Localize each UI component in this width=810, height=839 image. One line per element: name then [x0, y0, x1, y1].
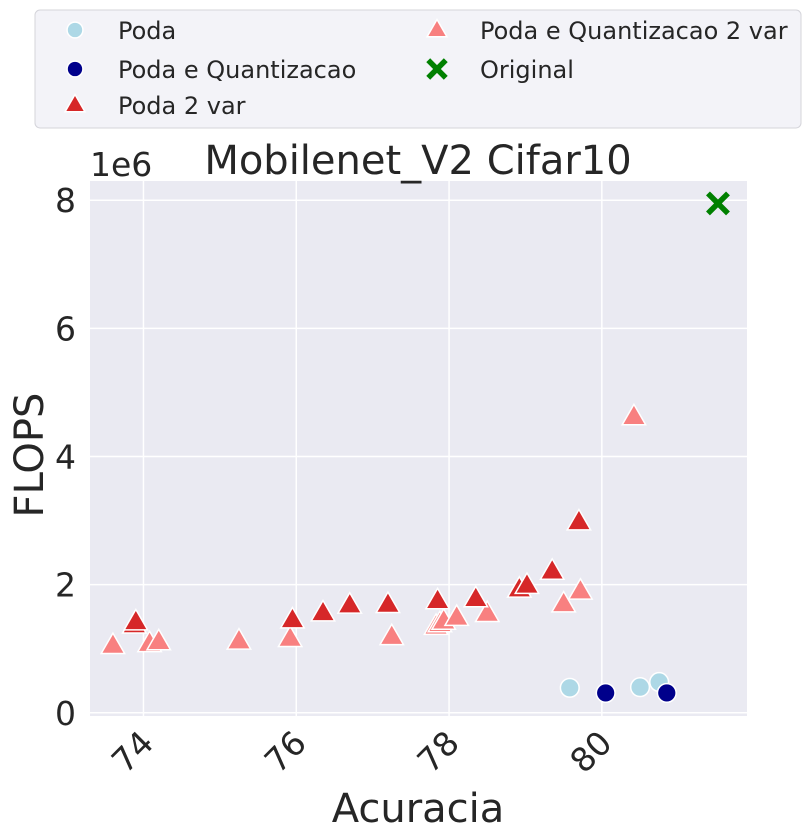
data-point [550, 590, 577, 613]
data-point [336, 591, 363, 614]
data-point [277, 624, 304, 648]
legend-label: Poda e Quantizacao 2 var [480, 17, 788, 45]
legend-items: Poda Poda e Quantizacao Poda 2 var Poda e Q… [63, 17, 788, 120]
legend-entry: Poda e Quantizacao 2 var [425, 17, 788, 45]
legend-marker [425, 18, 449, 38]
data-point [706, 191, 730, 216]
legend-label: Original [480, 56, 574, 84]
data-point [567, 577, 594, 600]
chart-title: Mobilenet_V2 Cifar10 [204, 138, 631, 184]
legend-label: Poda e Quantizacao [118, 56, 356, 84]
data-point [620, 402, 647, 426]
x-tick-label: 74 [104, 723, 161, 780]
legend-entry: Poda [66, 17, 176, 45]
data-point [656, 682, 677, 704]
x-tick-label: 76 [257, 723, 314, 780]
data-point [513, 571, 541, 595]
data-point [225, 627, 253, 650]
y-tick-label: 4 [55, 438, 76, 477]
legend-label: Poda 2 var [118, 92, 246, 120]
data-point [539, 557, 566, 580]
data-point [424, 586, 451, 610]
y-axis-label: FLOPS [7, 393, 53, 518]
x-tick-label: 78 [409, 723, 466, 780]
data-point [595, 682, 616, 704]
legend-marker [66, 60, 84, 78]
data-point [374, 590, 401, 614]
x-tick-labels: 74 76 78 80 [104, 723, 620, 780]
legend-marker [66, 21, 84, 39]
y-tick-label: 0 [55, 694, 76, 733]
grid-lines [90, 181, 747, 716]
data-point [559, 677, 580, 698]
y-tick-label: 8 [55, 181, 76, 220]
legend-marker [63, 93, 87, 113]
x-axis-label: Acuracia [332, 786, 505, 832]
y-tick-label: 6 [55, 309, 76, 348]
data-points [99, 191, 730, 704]
legend-box [34, 9, 802, 129]
legend-entry: Original [426, 56, 574, 84]
data-point [145, 627, 172, 651]
legend: Poda Poda e Quantizacao Poda 2 var Poda e Q… [34, 9, 802, 129]
data-point [462, 584, 489, 608]
plot-area [90, 181, 747, 716]
y-tick-label: 2 [55, 566, 76, 605]
data-point [378, 622, 405, 646]
data-point [443, 603, 470, 627]
data-point [122, 607, 149, 631]
legend-entry: Poda e Quantizacao [66, 56, 356, 84]
legend-label: Poda [118, 17, 176, 45]
y-tick-labels: 0 2 4 6 8 [55, 181, 76, 733]
x-tick-label: 80 [562, 723, 619, 780]
y-scale-label: 1e6 [90, 145, 152, 184]
data-point [309, 598, 337, 622]
data-point [629, 677, 651, 698]
data-point [474, 599, 501, 623]
data-point [279, 606, 306, 629]
legend-entry: Poda 2 var [63, 92, 246, 120]
legend-marker [426, 58, 448, 80]
data-point [565, 508, 592, 531]
data-point [99, 631, 126, 655]
